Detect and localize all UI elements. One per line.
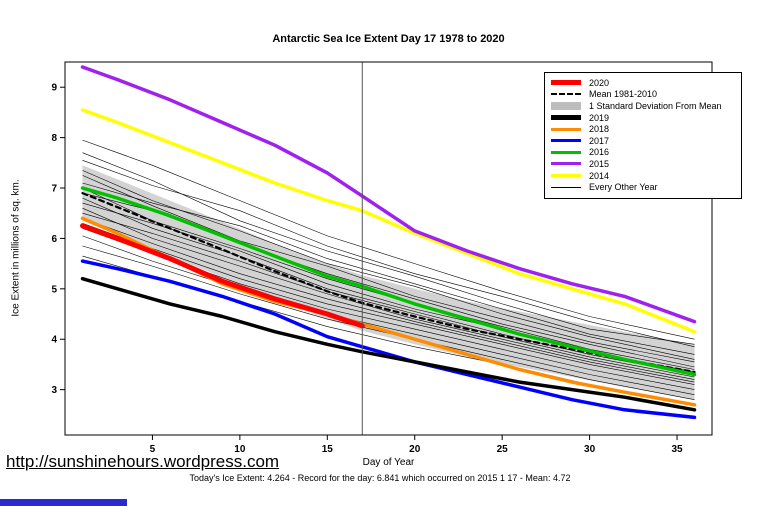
- plot-box: [64, 61, 713, 436]
- series-2020: [80, 223, 365, 329]
- y-axis-label: Ice Extent in millions of sq. km.: [10, 179, 22, 317]
- other-year-line: [82, 152, 695, 345]
- y-tick-label: 7: [51, 184, 57, 195]
- legend-label: 1 Standard Deviation From Mean: [589, 100, 722, 111]
- other-year-line: [82, 218, 695, 383]
- legend-item: Mean 1981-2010: [551, 89, 735, 101]
- y-tick-label: 3: [51, 385, 57, 396]
- legend-line-sample: [551, 139, 581, 143]
- legend-item: 1 Standard Deviation From Mean: [551, 100, 735, 112]
- legend-line-sample: [551, 150, 581, 154]
- x-tick-label: 20: [409, 444, 421, 455]
- other-year-line: [82, 139, 695, 340]
- legend-item: 2019: [551, 112, 735, 124]
- legend-label: 2014: [589, 170, 610, 181]
- legend-item: Every Other Year: [551, 181, 735, 193]
- legend-label: 2018: [589, 124, 610, 135]
- legend-line-sample: [551, 162, 581, 166]
- x-axis-label: Day of Year: [362, 457, 415, 468]
- legend-item: 2014: [551, 170, 735, 182]
- x-tick-label: 5: [150, 444, 156, 455]
- legend-line-sample: [551, 127, 581, 131]
- legend-item: 2015: [551, 158, 735, 170]
- other-year-line: [82, 175, 695, 363]
- footer-stats: Today's Ice Extent: 4.264 - Record for t…: [189, 473, 571, 483]
- legend-label: Every Other Year: [589, 182, 658, 193]
- blog-url-link[interactable]: http://sunshinehours.wordpress.com: [6, 452, 280, 471]
- legend: 2020 Mean 1981-2010 1 Standard Deviation F…: [544, 72, 742, 199]
- legend-item: 2020: [551, 77, 735, 89]
- legend-line-sample: [551, 80, 581, 86]
- legend-label: 2015: [589, 158, 610, 169]
- legend-item: 2018: [551, 123, 735, 135]
- x-tick-label: 10: [234, 444, 246, 455]
- legend-line-sample: [551, 93, 581, 96]
- legend-label: 2016: [589, 147, 610, 158]
- legend-label: Mean 1981-2010: [589, 89, 658, 100]
- legend-label: 2017: [589, 135, 610, 146]
- y-tick-label: 5: [51, 284, 57, 295]
- y-tick-label: 8: [51, 133, 57, 144]
- legend-item: 2016: [551, 147, 735, 159]
- blue-bar: [0, 499, 127, 506]
- legend-label: 2020: [589, 77, 610, 88]
- legend-line-sample: [551, 115, 581, 121]
- other-year-line: [82, 160, 695, 348]
- y-tick-label: 6: [51, 234, 57, 245]
- x-tick-label: 30: [584, 444, 596, 455]
- other-year-line: [82, 223, 695, 385]
- legend-line-sample: [551, 174, 581, 178]
- legend-label: 2019: [589, 112, 610, 123]
- other-year-line: [82, 182, 695, 355]
- x-tick-label: 15: [322, 444, 334, 455]
- other-year-line: [82, 212, 695, 378]
- other-year-line: [82, 235, 695, 395]
- chart-title: Antarctic Sea Ice Extent Day 17 1978 to …: [272, 33, 505, 45]
- x-tick-label: 25: [497, 444, 509, 455]
- legend-line-sample: [551, 101, 581, 110]
- x-tick-label: 35: [671, 444, 683, 455]
- other-year-line: [82, 170, 695, 360]
- legend-item: 2017: [551, 135, 735, 147]
- y-tick-label: 9: [51, 83, 57, 94]
- other-year-line: [82, 197, 695, 375]
- other-year-line: [82, 207, 695, 380]
- legend-line-sample: [551, 186, 581, 188]
- other-year-line: [82, 245, 695, 400]
- y-tick-label: 4: [51, 335, 57, 346]
- other-year-line: [82, 187, 695, 370]
